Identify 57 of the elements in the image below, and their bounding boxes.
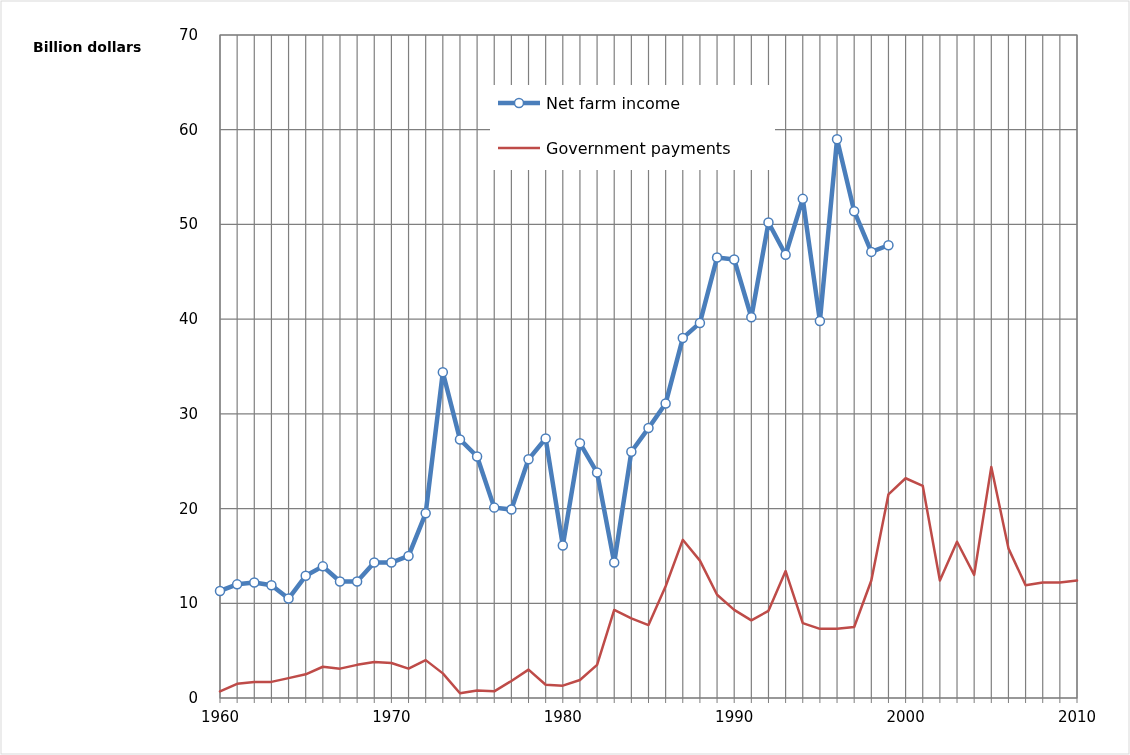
point (831, 133, 843, 145)
point (608, 557, 620, 568)
point (797, 193, 809, 205)
line-series (218, 465, 1079, 695)
point (643, 422, 654, 434)
point (454, 434, 466, 445)
point (728, 254, 740, 265)
x-tick-label: 1980 (543, 708, 582, 726)
point (300, 570, 311, 582)
point (266, 580, 277, 591)
point (814, 315, 826, 327)
point (763, 217, 774, 228)
point (677, 332, 689, 344)
point (694, 317, 706, 329)
point (386, 557, 397, 568)
x-tick-label: 1990 (715, 708, 754, 726)
y-tick-label: 50 (178, 215, 198, 234)
point (746, 312, 757, 323)
point (351, 576, 363, 587)
legend-label: Net farm income (546, 94, 681, 113)
y-tick-label: 30 (178, 404, 198, 423)
point (420, 508, 431, 519)
point (283, 593, 294, 604)
point (626, 446, 637, 457)
x-tick-label: 2010 (1057, 708, 1097, 726)
point (540, 433, 551, 444)
x-tick-label: 2000 (886, 708, 925, 726)
legend-label: Government payments (546, 139, 731, 158)
point (488, 502, 500, 513)
point (506, 504, 517, 515)
y-tick-label: 40 (178, 310, 198, 329)
point (660, 398, 671, 409)
y-tick-label: 0 (188, 689, 198, 707)
point (523, 454, 534, 465)
point (437, 366, 449, 378)
point (557, 540, 569, 551)
point (317, 561, 329, 572)
y-axis-title: Billion dollars (33, 39, 142, 55)
point (369, 557, 380, 568)
point (231, 579, 243, 590)
point (403, 550, 414, 562)
point (471, 451, 483, 462)
point (848, 205, 860, 217)
point (711, 252, 723, 263)
y-tick-label: 60 (178, 120, 198, 139)
point (214, 585, 226, 597)
y-tick-label: 70 (178, 26, 198, 44)
point (883, 240, 894, 251)
point (574, 437, 586, 449)
point (866, 246, 877, 258)
point (334, 576, 346, 587)
point (591, 467, 603, 478)
y-tick-label: 20 (178, 499, 198, 518)
y-tick-label: 10 (178, 594, 198, 613)
x-tick-label: 1960 (200, 708, 240, 726)
point (249, 577, 260, 588)
x-tick-label: 1970 (372, 708, 411, 726)
